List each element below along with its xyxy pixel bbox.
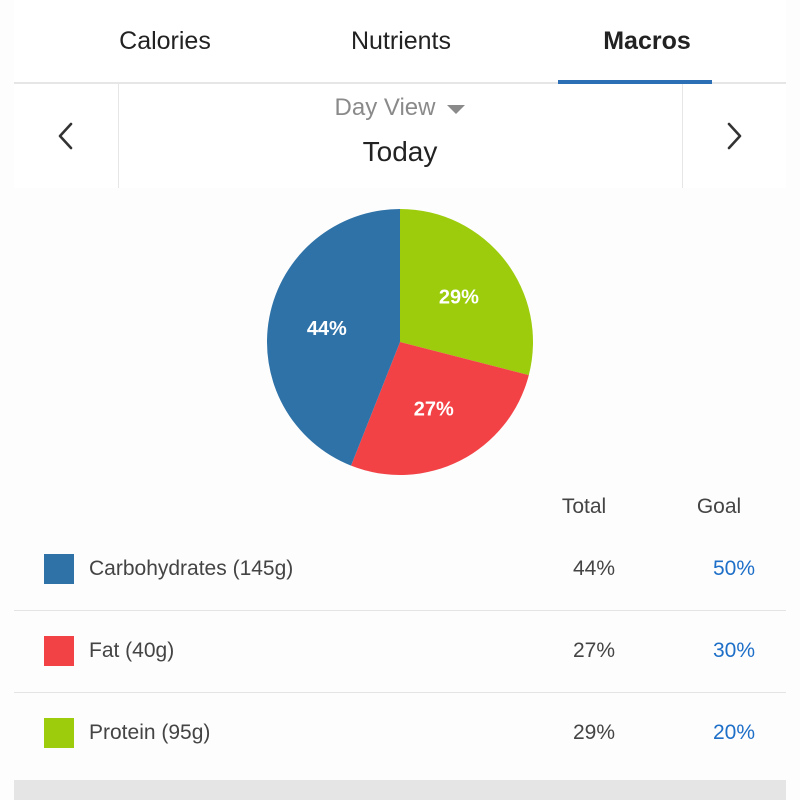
- divider: [118, 84, 119, 188]
- macro-total: 27%: [572, 639, 616, 662]
- macro-goal-link[interactable]: 30%: [712, 639, 756, 662]
- macro-goal-link[interactable]: 20%: [712, 721, 756, 744]
- next-day-button[interactable]: [682, 84, 786, 188]
- macros-pie-chart: 29% 27% 44%: [260, 202, 540, 482]
- macro-name: Protein (95g): [89, 721, 211, 744]
- macro-total: 44%: [572, 557, 616, 580]
- macro-total: 29%: [572, 721, 616, 744]
- macro-goal-link[interactable]: 50%: [712, 557, 756, 580]
- current-date-label: Today: [362, 136, 438, 167]
- tab-bar: Calories Nutrients Macros: [14, 0, 786, 84]
- pie-chart-svg: 29% 27% 44%: [266, 209, 533, 475]
- pie-slice-label: 27%: [414, 398, 454, 420]
- caret-down-icon: [447, 104, 466, 114]
- macro-row-protein: Protein (95g) 29% 20%: [14, 692, 786, 774]
- carbohydrates-color-swatch: [44, 554, 74, 584]
- macro-row-carbohydrates: Carbohydrates (145g) 44% 50%: [14, 528, 786, 611]
- chevron-right-icon: [727, 122, 742, 150]
- macro-row-fat: Fat (40g) 27% 30%: [14, 610, 786, 693]
- pie-slice-label: 29%: [439, 286, 479, 308]
- previous-day-button[interactable]: [14, 84, 118, 188]
- date-navigator: Day View Today: [14, 84, 786, 188]
- pie-slice-protein: [400, 209, 533, 376]
- chevron-left-icon: [58, 122, 73, 150]
- bottom-bar: [14, 780, 786, 800]
- macro-name: Fat (40g): [89, 639, 175, 662]
- view-mode-dropdown[interactable]: Day View: [14, 94, 786, 122]
- macro-name: Carbohydrates (145g): [89, 557, 294, 580]
- view-mode-label: Day View: [334, 94, 436, 121]
- pie-slice-carbohydrates: [266, 209, 400, 466]
- divider: [682, 84, 683, 188]
- pie-slice-fat: [351, 342, 529, 475]
- active-tab-indicator: [558, 80, 712, 84]
- pie-slice-label: 44%: [307, 318, 347, 340]
- tab-macros[interactable]: Macros: [603, 26, 691, 55]
- goal-column-header: Goal: [696, 495, 742, 518]
- tab-calories[interactable]: Calories: [119, 26, 211, 55]
- tab-nutrients[interactable]: Nutrients: [350, 26, 452, 55]
- fat-color-swatch: [44, 636, 74, 666]
- protein-color-swatch: [44, 718, 74, 748]
- total-column-header: Total: [561, 495, 607, 518]
